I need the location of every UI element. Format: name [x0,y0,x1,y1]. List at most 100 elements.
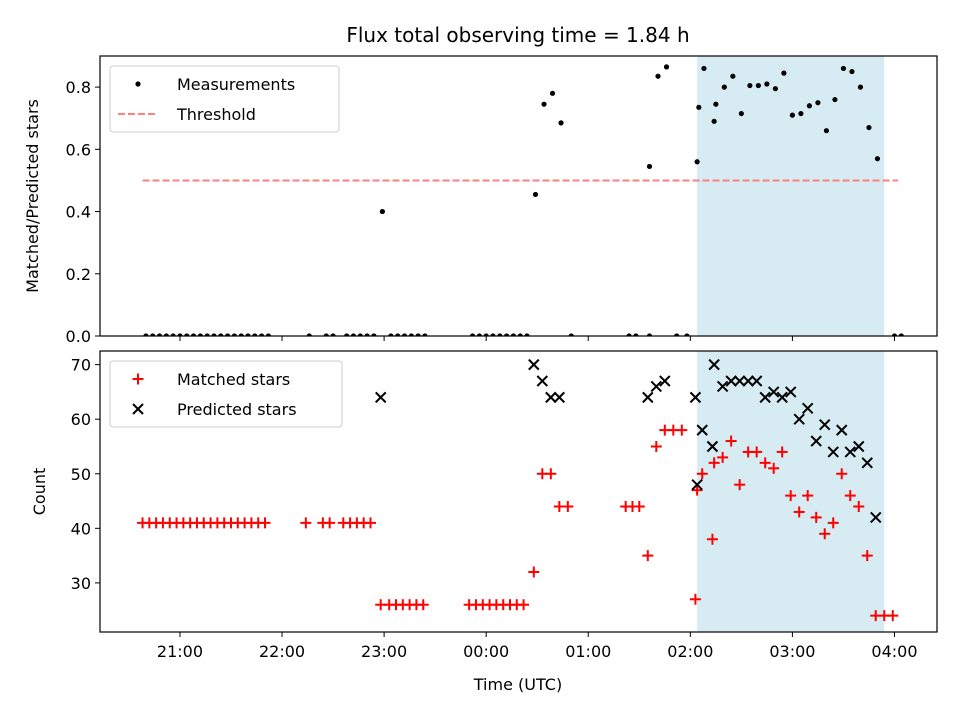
measurements-point [568,333,574,336]
measurements-point [857,84,864,90]
x-tick-label: 21:00 [157,642,203,661]
measurements-point [696,104,702,110]
predicted-stars-point [733,375,746,387]
top-panel: 0.0 0.2 0.4 0.6 0.8 Matched/Predicted stars Me… [23,55,938,346]
predicted-stars-point [819,418,831,431]
predicted-stars-point [776,391,788,404]
matched-stars-point [819,528,831,540]
x-axis-label: Time (UTC) [473,675,562,694]
matched-stars-point [853,501,865,513]
measurements-point [772,86,778,92]
measurements-point [517,333,523,336]
y-tick-label: 60 [71,410,91,429]
legend-box [109,360,343,428]
predicted-stars-point [784,386,797,398]
legend-marker [132,403,144,415]
y-axis-label: Matched/Predicted stars [23,99,42,293]
matched-stars-point [708,457,720,469]
predicted-stars-point [870,511,882,524]
x-b [759,391,771,404]
y-tick-label: 0.6 [66,140,91,159]
x-b [650,380,663,393]
measurements-point [694,159,700,165]
x-b [708,358,720,371]
predicted-stars-point [536,375,549,387]
matched-stars-point [633,501,645,513]
matched-stars-point [650,440,662,452]
predicted-stars-point [802,402,814,414]
measurements-point [357,333,363,336]
predicted-stars-point [767,386,780,398]
legend: Matched stars Predicted stars [109,360,343,428]
matched-stars-point [717,451,729,463]
measurements-point [684,333,690,336]
x-b [810,435,822,447]
chart-title: Flux total observing time = 1.84 h [346,23,689,47]
measurements-point [840,65,847,72]
axes-frame [99,55,938,337]
measurements-point [218,333,224,336]
predicted-stars-point [793,413,805,425]
measurements-point [541,101,547,107]
x-b [870,511,882,524]
y-tick-label: 70 [71,356,91,375]
measurements-point [306,333,312,336]
measurements-point [713,101,719,107]
x-b [528,358,540,371]
x-b [725,375,737,387]
measurements-point [469,333,476,336]
measurements-point [558,120,564,126]
measurements-point [849,68,855,75]
predicted-stars-point [844,446,856,458]
measurements-point [524,333,530,336]
predicted-stars-point [706,440,719,453]
predicted-stars-point [374,391,387,404]
predicted-stars-point [642,391,654,404]
matched-stars-point [785,490,797,502]
y-tick-label: 0.2 [66,265,91,284]
measurements-point [184,333,190,336]
predicted-stars-point [691,478,703,491]
legend-label: Measurements [177,75,295,94]
measurements-point [764,81,770,87]
y-tick-label: 40 [71,519,91,538]
measurements-point [711,118,717,124]
measurements-point [663,64,670,70]
matched-stars-point [759,457,771,469]
bottom-panel: 30 40 50 60 70 21:00 22:00 23:00 00:00 01:00 02:00… [30,350,938,661]
x-b [659,375,671,387]
measurements-point [806,103,813,109]
predicted-stars-point [750,375,763,387]
measurements-point [323,333,329,336]
measurements-point [371,333,377,336]
predicted-stars-point [650,380,663,393]
measurements-point [490,333,496,336]
matched-stars-point [528,566,540,578]
matched-stars-point [545,468,557,480]
y-tick-label: 0.0 [66,327,91,346]
measurements-point [401,333,408,336]
matched-stars-point [642,550,654,562]
measurements-point [379,208,386,215]
x-b [844,446,856,458]
legend-box [109,65,340,133]
measurements-point [721,84,727,90]
measurements-point [755,82,761,89]
matched-stars-point [364,517,376,529]
measurements-point [204,333,210,336]
x-b [767,386,780,398]
data-layer [142,64,904,336]
x-tick-label: 00:00 [463,642,509,661]
measurements-point [265,333,272,336]
x-b [861,457,873,469]
predicted-stars-point [553,391,566,404]
x-tick-label: 23:00 [361,642,407,661]
predicted-stars-point [827,446,839,458]
y-tick-label: 0.8 [66,78,91,97]
measurements-point [510,333,516,336]
matched-stars-point [810,511,822,523]
measurements-point [143,333,149,336]
y-tick-label: 0.4 [66,203,91,222]
matched-stars-point [827,517,839,529]
measurements-point [832,96,838,103]
